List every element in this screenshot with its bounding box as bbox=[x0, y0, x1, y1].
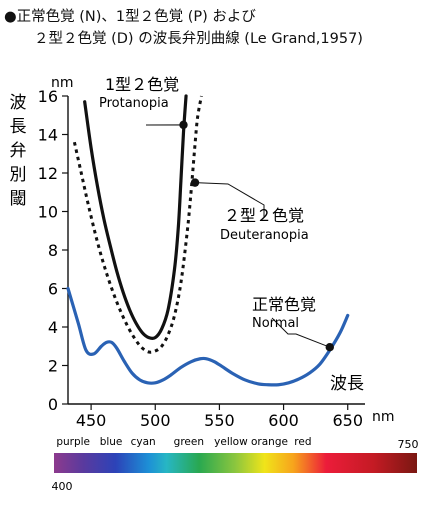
protanopia-marker-dot bbox=[179, 120, 188, 130]
y-tick-label: 14 bbox=[38, 126, 58, 145]
x-tick-label: 550 bbox=[204, 411, 235, 430]
y-ticks: 0 2 4 6 8 10 12 14 16 bbox=[38, 87, 68, 414]
spectrum-color-label: purple bbox=[56, 436, 90, 448]
x-tick-label: 650 bbox=[332, 411, 363, 430]
spectrum-color-label: blue bbox=[100, 436, 123, 448]
x-ticks: 450 500 550 600 650 bbox=[76, 404, 363, 430]
y-tick-label: 10 bbox=[38, 203, 58, 222]
y-tick-label: 0 bbox=[48, 395, 58, 414]
y-unit-label: nm bbox=[51, 75, 74, 91]
y-axis-title-char: 閾 bbox=[10, 189, 27, 209]
y-tick-label: 6 bbox=[48, 280, 58, 299]
protanopia-curve bbox=[83, 94, 188, 341]
y-axis-title-char: 弁 bbox=[10, 141, 27, 161]
chart-title-line-2: ２型２色覚 (D) の波長弁別曲線 (Le Grand,1957) bbox=[34, 31, 363, 47]
deuteranopia-marker-dot bbox=[190, 178, 200, 187]
y-tick-label: 16 bbox=[38, 87, 58, 106]
y-axis-title-char: 長 bbox=[10, 117, 27, 137]
spectrum-start-label: 400 bbox=[52, 480, 73, 493]
x-tick-label: 600 bbox=[268, 411, 299, 430]
deuteranopia-label: ２型２色覚 bbox=[224, 206, 304, 225]
spectrum-end-label: 750 bbox=[398, 438, 419, 451]
spectrum-color-label: cyan bbox=[131, 436, 156, 448]
normal-marker-dot bbox=[325, 343, 334, 352]
y-tick-label: 8 bbox=[48, 241, 58, 260]
spectrum-color-label: yellow orange bbox=[214, 436, 288, 448]
x-unit-label: nm bbox=[372, 409, 395, 425]
x-tick-label: 450 bbox=[76, 411, 107, 430]
x-axis-title: 波長 bbox=[330, 374, 364, 394]
y-axis-title-char: 別 bbox=[10, 165, 27, 185]
normal-sublabel: Normal bbox=[252, 316, 299, 331]
normal-label: 正常色覚 bbox=[252, 295, 316, 314]
chart-title: ●正常色覚 (N)、1型２色覚 (P) および ２型２色覚 (D) の波長弁別曲… bbox=[4, 6, 440, 50]
y-tick-label: 4 bbox=[48, 318, 58, 337]
spectrum-gradient bbox=[54, 453, 417, 473]
curves bbox=[66, 94, 350, 387]
protanopia-sublabel: Protanopia bbox=[99, 96, 169, 111]
spectrum-color-label: red bbox=[294, 436, 311, 448]
annotations: 1型２色覚 Protanopia ２型２色覚 Deuteranopia 正常色覚 Norm… bbox=[99, 75, 334, 352]
chart-title-line-1: ●正常色覚 (N)、1型２色覚 (P) および bbox=[4, 9, 256, 25]
deuteranopia-leader-line bbox=[195, 182, 265, 218]
x-tick-label: 500 bbox=[140, 411, 171, 430]
y-axis-title-char: 波 bbox=[10, 93, 27, 113]
normal-leader-line bbox=[271, 317, 330, 348]
spectrum-color-labels: purple blue cyan green yellow orange red bbox=[56, 436, 311, 448]
spectrum-color-label: green bbox=[174, 436, 204, 448]
axes: 0 2 4 6 8 10 12 14 16 450 500 550 600 650 nm nm 波長 波… bbox=[10, 75, 395, 430]
protanopia-label: 1型２色覚 bbox=[105, 75, 179, 94]
deuteranopia-curve bbox=[72, 95, 203, 354]
y-tick-label: 12 bbox=[38, 164, 58, 183]
y-tick-label: 2 bbox=[48, 357, 58, 376]
normal-curve bbox=[66, 286, 350, 387]
spectrum-bar: purple blue cyan green yellow orange red 400 … bbox=[52, 436, 419, 493]
deuteranopia-sublabel: Deuteranopia bbox=[220, 228, 309, 243]
y-axis-title: 波長弁別閾 bbox=[10, 93, 27, 209]
